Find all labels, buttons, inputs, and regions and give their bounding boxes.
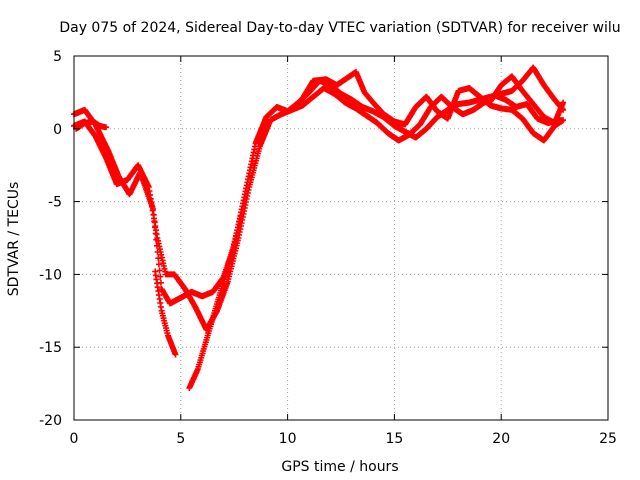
series-trace-4 [152, 268, 179, 358]
x-tick-label: 15 [385, 431, 403, 447]
plot-frame [73, 55, 609, 421]
axis-ticks: 0 5 10 15 20 25 -20 -15 -10 -5 0 5 [39, 49, 617, 447]
data-series-group [71, 64, 567, 391]
chart-title: Day 075 of 2024, Sidereal Day-to-day VTE… [59, 20, 620, 36]
y-tick-label: -20 [39, 413, 62, 429]
y-axis-label: SDTVAR / TECUs [6, 182, 22, 297]
y-tick-label: -10 [39, 267, 62, 283]
y-tick-label: 5 [53, 49, 62, 65]
y-tick-label: 0 [53, 122, 62, 138]
series-trace-7 [487, 73, 567, 126]
y-tick-label: -5 [48, 195, 62, 211]
x-tick-label: 25 [599, 431, 617, 447]
x-tick-label: 10 [279, 431, 297, 447]
x-tick-label: 0 [70, 431, 79, 447]
x-axis-label: GPS time / hours [281, 459, 398, 475]
series-trace-6 [295, 69, 567, 144]
x-tick-label: 5 [176, 431, 185, 447]
series-trace-5 [186, 213, 244, 391]
x-tick-label: 20 [492, 431, 510, 447]
y-tick-label: -15 [39, 340, 62, 356]
